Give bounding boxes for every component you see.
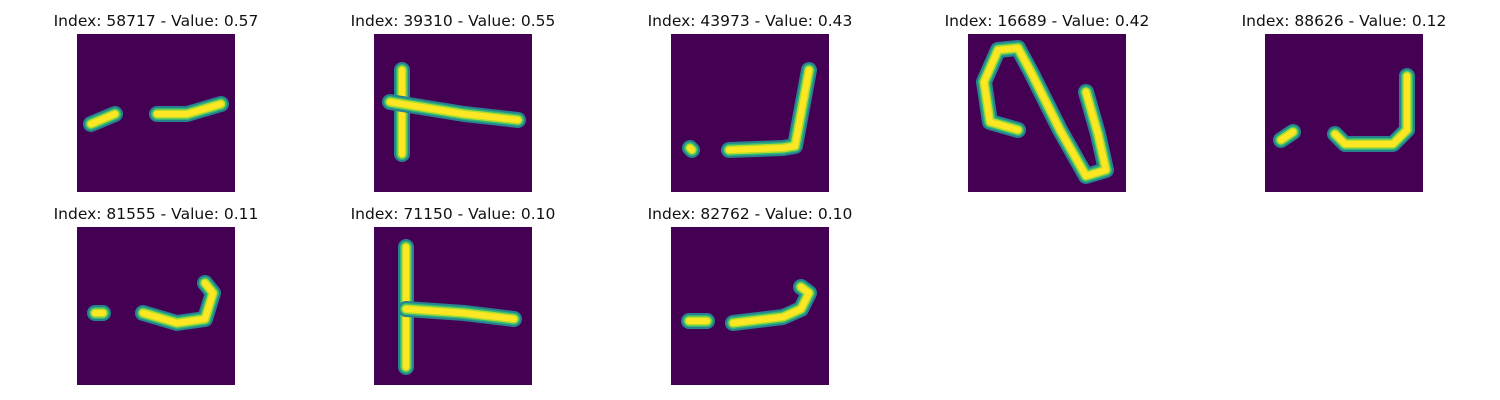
panel-title: Index: 58717 - Value: 0.57 xyxy=(53,12,259,30)
panel-title: Index: 16689 - Value: 0.42 xyxy=(944,12,1150,30)
glyph-image xyxy=(671,227,829,385)
panel-title: Index: 81555 - Value: 0.11 xyxy=(53,205,259,223)
glyph-image xyxy=(77,227,235,385)
glyph-image xyxy=(1265,34,1423,192)
panel-title: Index: 88626 - Value: 0.12 xyxy=(1241,12,1447,30)
panel-title: Index: 43973 - Value: 0.43 xyxy=(647,12,853,30)
glyph-image xyxy=(968,34,1126,192)
glyph-image xyxy=(77,34,235,192)
panel-title: Index: 82762 - Value: 0.10 xyxy=(647,205,853,223)
panel-title: Index: 71150 - Value: 0.10 xyxy=(350,205,556,223)
glyph-image xyxy=(671,34,829,192)
glyph-image xyxy=(374,227,532,385)
panel-title: Index: 39310 - Value: 0.55 xyxy=(350,12,556,30)
glyph-image xyxy=(374,34,532,192)
